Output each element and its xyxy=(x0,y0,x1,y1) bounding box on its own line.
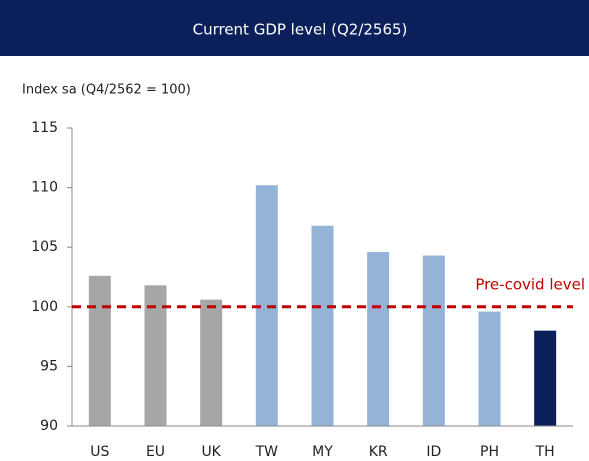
x-tick-label: PH xyxy=(480,444,499,460)
x-tick-label: KR xyxy=(369,444,388,460)
y-tick-label: 110 xyxy=(31,180,58,196)
bar xyxy=(200,299,223,426)
y-tick-label: 115 xyxy=(31,120,58,136)
bar xyxy=(144,285,167,426)
reference-label: Pre-covid level xyxy=(475,275,585,293)
y-tick-label: 90 xyxy=(40,418,58,434)
x-tick-label: ID xyxy=(426,444,441,460)
chart-title: Current GDP level (Q2/2565) xyxy=(193,21,408,39)
bar xyxy=(311,225,334,426)
y-tick-label: 100 xyxy=(31,299,58,315)
y-axis-label: Index sa (Q4/2562 = 100) xyxy=(22,83,191,98)
x-tick-label: TW xyxy=(255,444,279,460)
bar xyxy=(534,330,557,426)
bar xyxy=(367,251,390,426)
x-tick-label: MY xyxy=(312,444,333,460)
title-banner xyxy=(0,0,589,56)
x-tick-label: TH xyxy=(535,444,555,460)
x-tick-label: EU xyxy=(146,444,165,460)
bar xyxy=(88,275,111,426)
bar xyxy=(422,255,445,426)
bar xyxy=(255,185,278,426)
x-tick-label: US xyxy=(90,444,109,460)
y-tick-label: 105 xyxy=(31,239,58,255)
bar xyxy=(478,311,501,426)
x-tick-label: UK xyxy=(201,444,221,460)
y-tick-label: 95 xyxy=(40,358,58,374)
